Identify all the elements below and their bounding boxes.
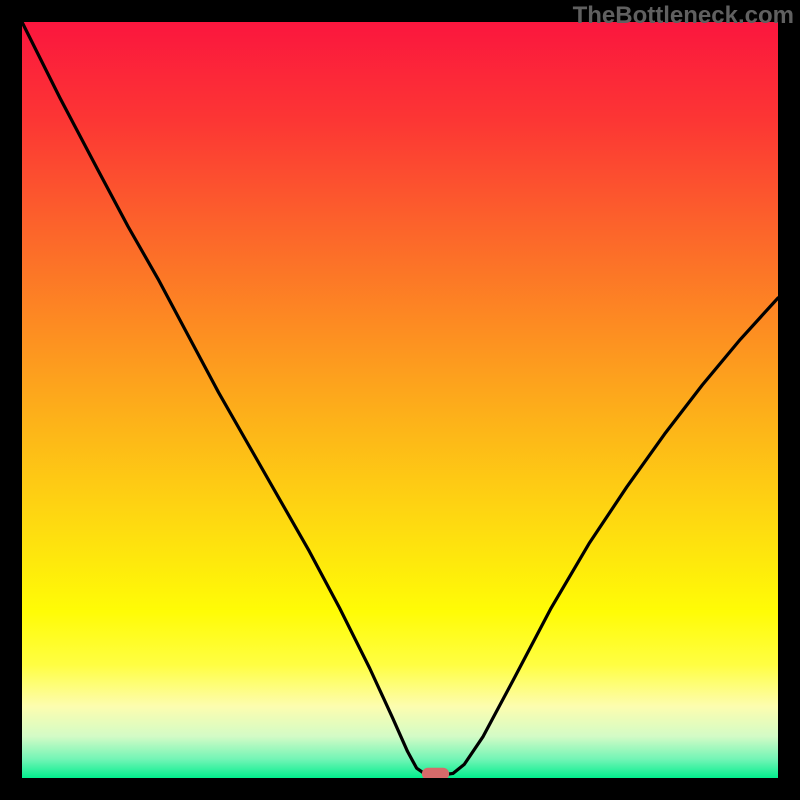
watermark-text: TheBottleneck.com — [573, 2, 794, 30]
chart-container: TheBottleneck.com — [0, 0, 800, 800]
plot-area — [22, 22, 778, 778]
min-marker — [422, 768, 449, 778]
chart-svg — [22, 22, 778, 778]
gradient-background — [22, 22, 778, 778]
